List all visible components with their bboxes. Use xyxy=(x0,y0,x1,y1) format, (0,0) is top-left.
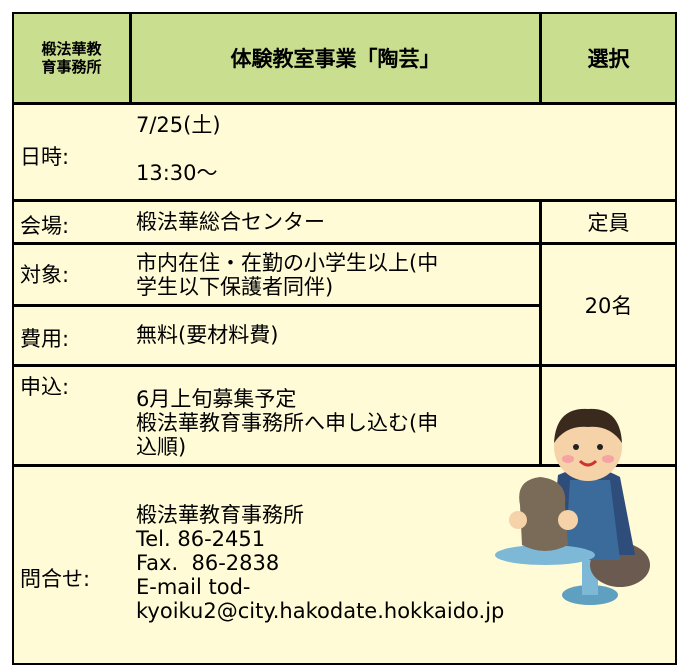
value: E-mail tod- xyxy=(136,575,251,599)
label: 問合せ: xyxy=(20,567,91,591)
potter-illustration xyxy=(495,408,650,605)
label: 日時: xyxy=(20,145,70,169)
value: 6月上旬募集予定 xyxy=(136,387,297,411)
row-datetime: 日時: 7/25(土) 13:30～ xyxy=(12,103,677,201)
page: 椴法華教 育事務所 体験教室事業「陶芸」 選択 日時: 7/25(土) 13:30… xyxy=(12,12,677,665)
value: 7/25(土) xyxy=(136,113,221,137)
capacity-label-cell: 定員 xyxy=(540,200,677,244)
capacity-value-cell: 20名 xyxy=(540,243,677,366)
value: Tel. 86-2451 xyxy=(136,527,266,551)
label: 申込: xyxy=(20,375,70,399)
capacity-label: 定員 xyxy=(587,211,630,235)
value: 椴法華教育事務所へ申し込む(申 xyxy=(136,411,439,435)
row-target: 対象: 市内在住・在勤の小学生以上(中 学生以下保護者同伴) xyxy=(12,243,541,306)
value: 込順) xyxy=(136,435,187,459)
org-header: 椴法華教 育事務所 xyxy=(12,12,131,104)
row-venue: 会場: 椴法華総合センター xyxy=(12,200,541,244)
value: Fax. 86-2838 xyxy=(136,551,280,575)
value: 無料(要材料費) xyxy=(136,323,279,347)
select-header: 選択 xyxy=(540,12,677,104)
org-line: 椴法華教 xyxy=(41,40,102,58)
row-fee: 費用: 無料(要材料費) xyxy=(12,305,541,366)
value: 市内在住・在勤の小学生以上(中 xyxy=(136,251,439,275)
value: kyoiku2@city.hakodate.hokkaido.jp xyxy=(136,599,505,623)
title: 体験教室事業「陶芸」 xyxy=(230,47,441,71)
value: 椴法華教育事務所 xyxy=(136,503,304,527)
value: 椴法華総合センター xyxy=(136,210,325,234)
capacity-value: 20名 xyxy=(584,293,633,318)
value: 学生以下保護者同伴) xyxy=(136,275,334,299)
label: 会場: xyxy=(20,214,70,238)
value: 13:30～ xyxy=(136,161,218,185)
label: 費用: xyxy=(20,327,70,351)
label: 対象: xyxy=(20,263,70,287)
select: 選択 xyxy=(587,47,630,71)
row-apply: 申込: 6月上旬募集予定 椴法華教育事務所へ申し込む(申 込順) xyxy=(12,365,541,466)
title-header: 体験教室事業「陶芸」 xyxy=(130,12,541,104)
org-line: 育事務所 xyxy=(41,58,102,76)
